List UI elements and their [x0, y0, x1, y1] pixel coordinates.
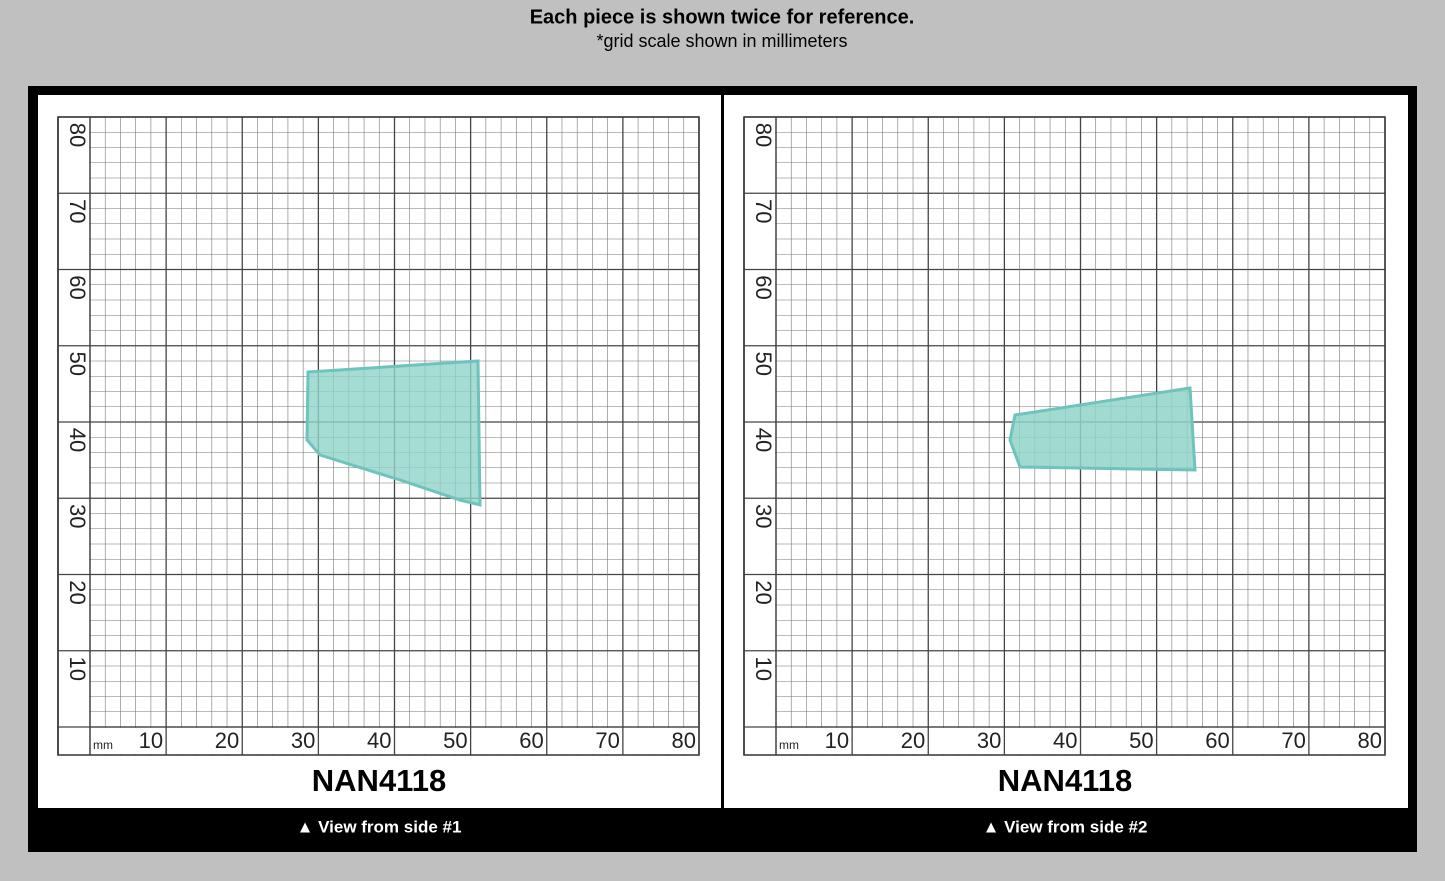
y-scale-label: 60 — [65, 275, 90, 299]
y-scale-label: 80 — [65, 123, 90, 147]
x-scale-label: 60 — [1205, 728, 1229, 753]
x-scale-label: 40 — [367, 728, 391, 753]
y-scale-label: 20 — [65, 580, 90, 604]
y-scale-label: 40 — [65, 428, 90, 452]
x-scale-label: 50 — [1129, 728, 1153, 753]
item-code: NAN4118 — [312, 763, 446, 798]
x-scale-label: 40 — [1053, 728, 1077, 753]
x-scale-label: 70 — [1281, 728, 1305, 753]
x-scale-label: 60 — [519, 728, 543, 753]
y-scale-label: 50 — [751, 352, 776, 376]
unit-label: mm — [779, 738, 799, 752]
x-scale-label: 70 — [595, 728, 619, 753]
y-scale-label: 30 — [65, 504, 90, 528]
y-scale-label: 80 — [751, 123, 776, 147]
item-code: NAN4118 — [998, 763, 1132, 798]
unit-label: mm — [93, 738, 113, 752]
label-col-bg — [745, 118, 775, 754]
y-scale-label: 40 — [751, 428, 776, 452]
x-scale-label: 20 — [901, 728, 925, 753]
y-scale-label: 70 — [751, 199, 776, 223]
y-scale-label: 50 — [65, 352, 90, 376]
piece-side-1 — [305, 359, 482, 507]
y-scale-label: 30 — [751, 504, 776, 528]
piece-side-2 — [1008, 386, 1197, 472]
title: Each piece is shown twice for reference. — [530, 6, 915, 28]
x-scale-label: 30 — [291, 728, 315, 753]
subtitle: *grid scale shown in millimeters — [596, 31, 847, 51]
view-caption: ▲ View from side #1 — [297, 817, 462, 836]
label-col-bg — [59, 118, 89, 754]
view-caption: ▲ View from side #2 — [983, 817, 1148, 836]
y-scale-label: 70 — [65, 199, 90, 223]
x-scale-label: 20 — [215, 728, 239, 753]
y-scale-label: 10 — [65, 657, 90, 681]
y-scale-label: 60 — [751, 275, 776, 299]
x-scale-label: 30 — [977, 728, 1001, 753]
y-scale-label: 10 — [751, 657, 776, 681]
x-scale-label: 10 — [825, 728, 849, 753]
x-scale-label: 80 — [672, 728, 696, 753]
x-scale-label: 10 — [139, 728, 163, 753]
x-scale-label: 50 — [443, 728, 467, 753]
y-scale-label: 20 — [751, 580, 776, 604]
x-scale-label: 80 — [1358, 728, 1382, 753]
